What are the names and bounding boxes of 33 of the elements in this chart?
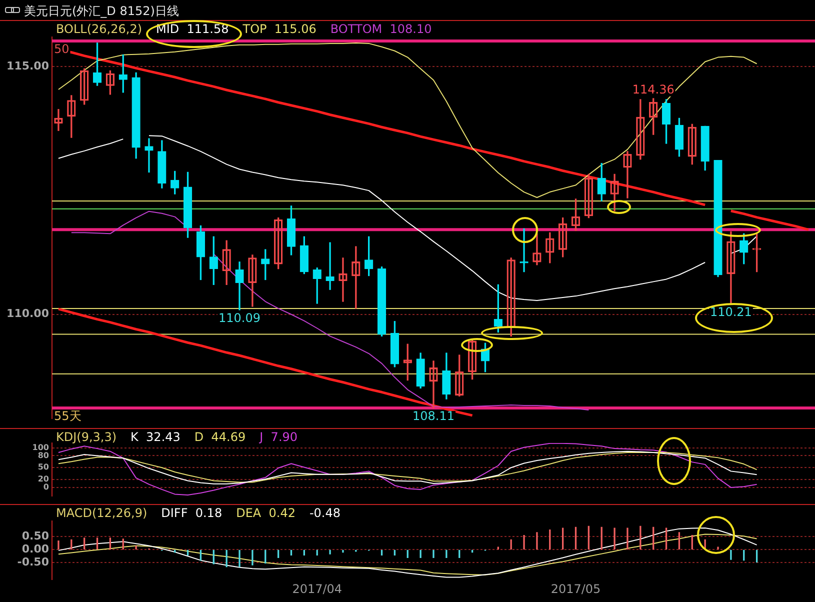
annotation: 110.21 <box>710 305 752 320</box>
chart-title: MACD(12,26,9) <box>56 506 148 520</box>
y-tick-label: 100 <box>32 442 50 452</box>
annotation: 50 <box>54 42 70 56</box>
text: MID 111.58 <box>156 22 229 36</box>
candlestick <box>144 138 154 173</box>
text: -0.48 <box>309 506 341 520</box>
y-tick-label: 0.00 <box>22 542 50 556</box>
annotation: 110.09 <box>218 311 261 326</box>
text: DIFF 0.18 <box>161 506 222 520</box>
chart-subtitle: BOLL(26,26,2) <box>56 22 142 36</box>
chart-title: 美元日元(外汇_D 8152)日线 <box>24 3 179 20</box>
x-tick-label: 2017/04 <box>292 582 342 596</box>
y-tick-label: 110.00 <box>6 307 50 320</box>
y-tick-label: 115.00 <box>6 60 50 73</box>
series-label: J 7.90 <box>260 430 298 444</box>
text: BOTTOM 108.10 <box>330 22 432 36</box>
y-tick-label: -0.50 <box>17 556 50 569</box>
text: D 44.69 <box>194 430 246 444</box>
y-tick-label: 80 <box>38 450 50 460</box>
y-tick-label: 0 <box>43 482 50 492</box>
y-tick-label: 20 <box>38 474 50 484</box>
y-tick-label: 0.50 <box>22 529 50 542</box>
chart-title: KDJ(9,3,3) <box>56 430 117 444</box>
annotation: 108.11 <box>412 409 454 424</box>
series-label: TOP 115.06 <box>242 22 316 36</box>
ref-line-label: 55天 <box>54 409 82 424</box>
text: DEA 0.42 <box>236 506 296 520</box>
candlestick <box>326 242 334 290</box>
series-label: K 32.43 <box>130 430 180 444</box>
annotation: 114.36 <box>632 82 674 97</box>
x-tick-label: 2017/05 <box>550 582 601 596</box>
y-tick-label: 50 <box>38 462 50 472</box>
